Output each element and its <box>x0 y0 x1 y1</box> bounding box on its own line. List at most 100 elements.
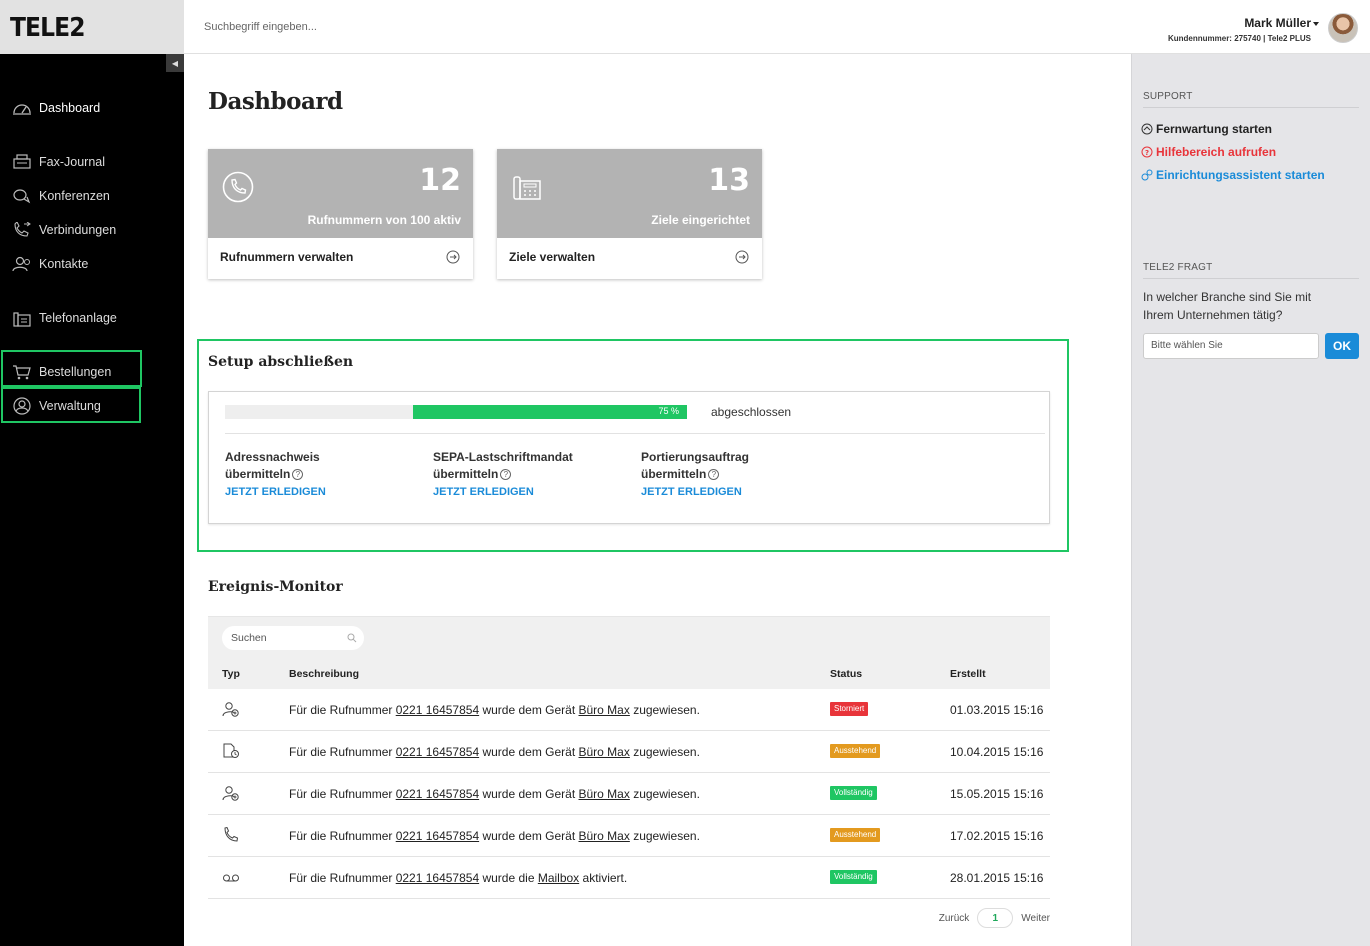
user-name[interactable]: Mark Müller <box>1244 16 1311 30</box>
arrow-circle-icon[interactable] <box>446 250 460 264</box>
pagination: Zurück 1 Weiter <box>939 908 1050 928</box>
phone-number-link[interactable]: 0221 16457854 <box>395 871 480 885</box>
table-row: Für die Rufnummer 0221 16457854 wurde di… <box>208 857 1050 899</box>
progress-status: abgeschlossen <box>711 405 792 419</box>
table-row: Für die Rufnummer 0221 16457854 wurde de… <box>208 773 1050 815</box>
help-icon[interactable]: ? <box>500 469 512 481</box>
support-link-label: Fernwartung starten <box>1156 122 1273 136</box>
ok-button[interactable]: OK <box>1325 333 1359 359</box>
task-portierung: Portierungsauftrag übermitteln? JETZT ERL… <box>641 449 821 498</box>
sidebar-item-dashboard[interactable]: Dashboard <box>0 93 184 123</box>
device-link[interactable]: Büro Max <box>578 787 630 801</box>
highlight-verwaltung <box>1 387 141 423</box>
row-date: 17.02.2015 15:16 <box>950 829 1044 843</box>
setup-title: Setup abschließen <box>208 354 354 370</box>
device-link[interactable]: Büro Max <box>578 745 630 759</box>
card-header: 13 Ziele eingerichtet <box>497 149 762 238</box>
connections-icon <box>11 221 33 239</box>
right-panel: SUPPORT Fernwartung starten ? Hilfeberei… <box>1131 54 1370 946</box>
global-search-input[interactable] <box>204 18 604 36</box>
task-title: Adressnachweis übermitteln? <box>225 449 405 483</box>
column-header-description[interactable]: Beschreibung <box>289 668 360 680</box>
sidebar-item-kontakte[interactable]: Kontakte <box>0 249 184 279</box>
user-circle-icon <box>11 397 33 415</box>
sidebar-item-verwaltung[interactable]: Verwaltung <box>0 391 184 421</box>
event-table: Typ Beschreibung Status Erstellt Für die… <box>208 616 1050 928</box>
phone-number-link[interactable]: 0221 16457854 <box>395 829 480 843</box>
branche-select[interactable]: Bitte wählen Sie <box>1143 333 1319 359</box>
support-link-wizard[interactable]: Einrichtungsassistent starten <box>1141 168 1325 182</box>
desc-text: Für die Rufnummer <box>289 703 396 717</box>
user-menu[interactable]: Mark Müller <box>1244 16 1319 30</box>
sidebar-item-label: Konferenzen <box>39 189 110 203</box>
divider <box>1143 278 1359 279</box>
logo-area: TELE2 <box>0 0 184 54</box>
phone-number-link[interactable]: 0221 16457854 <box>395 787 480 801</box>
avatar[interactable] <box>1328 13 1358 43</box>
sidebar-item-label: Fax-Journal <box>39 155 105 169</box>
desc-text: Für die Rufnummer <box>289 829 396 843</box>
column-header-status[interactable]: Status <box>830 668 863 680</box>
monitor-search-input[interactable] <box>222 626 364 650</box>
phone-number-link[interactable]: 0221 16457854 <box>395 745 480 759</box>
progress-label: 75 % <box>658 406 679 416</box>
support-link-help[interactable]: ? Hilfebereich aufrufen <box>1141 145 1276 159</box>
task-action-link[interactable]: JETZT ERLEDIGEN <box>433 486 534 498</box>
card-action-label[interactable]: Rufnummern verwalten <box>220 250 354 264</box>
card-ziele[interactable]: 13 Ziele eingerichtet Ziele verwalten <box>497 149 762 279</box>
sidebar-item-telefonanlage[interactable]: Telefonanlage <box>0 303 184 333</box>
pager-prev-button[interactable]: Zurück <box>938 912 970 924</box>
device-link[interactable]: Büro Max <box>578 829 630 843</box>
search-icon[interactable] <box>347 633 357 643</box>
row-date: 15.05.2015 15:16 <box>950 787 1044 801</box>
desc-text: wurde die <box>479 871 538 885</box>
help-icon: ? <box>1141 146 1153 158</box>
column-header-created[interactable]: Erstellt <box>950 668 986 680</box>
table-row: Für die Rufnummer 0221 16457854 wurde de… <box>208 815 1050 857</box>
status-badge: Storniert <box>830 702 869 716</box>
arrow-circle-icon[interactable] <box>735 250 749 264</box>
status-badge: Vollständig <box>830 870 877 884</box>
caret-down-icon[interactable] <box>1313 21 1319 26</box>
pager-next-button[interactable]: Weiter <box>1021 912 1050 924</box>
phone-number-link[interactable]: 0221 16457854 <box>395 703 480 717</box>
table-header: Typ Beschreibung Status Erstellt <box>208 616 1050 689</box>
help-icon[interactable]: ? <box>708 469 720 481</box>
task-action-link[interactable]: JETZT ERLEDIGEN <box>641 486 742 498</box>
collapse-sidebar-button[interactable]: ◀ <box>166 54 184 72</box>
page-title: Dashboard <box>208 88 343 115</box>
task-action-link[interactable]: JETZT ERLEDIGEN <box>225 486 326 498</box>
device-link[interactable]: Büro Max <box>578 703 630 717</box>
desc-text: zugewiesen. <box>629 745 700 759</box>
progress-fill: 75 % <box>413 405 687 419</box>
sidebar-item-konferenzen[interactable]: Konferenzen <box>0 181 184 211</box>
top-bar: Mark Müller Kundennummer: 275740 | Tele2… <box>184 0 1370 54</box>
sidebar-item-fax-journal[interactable]: Fax-Journal <box>0 147 184 177</box>
sidebar-item-verbindungen[interactable]: Verbindungen <box>0 215 184 245</box>
task-title-line2: übermitteln <box>641 467 707 481</box>
card-action-label[interactable]: Ziele verwalten <box>509 250 596 264</box>
conference-icon <box>11 187 33 205</box>
sidebar-item-label: Verbindungen <box>39 223 117 237</box>
support-heading: SUPPORT <box>1143 91 1193 102</box>
table-row: Für die Rufnummer 0221 16457854 wurde de… <box>208 689 1050 731</box>
speedometer-icon <box>11 99 33 117</box>
help-icon[interactable]: ? <box>292 469 304 481</box>
task-title-line1: Adressnachweis <box>225 450 320 464</box>
card-rufnummern[interactable]: 12 Rufnummern von 100 aktiv Rufnummern v… <box>208 149 473 279</box>
table-row: Für die Rufnummer 0221 16457854 wurde de… <box>208 731 1050 773</box>
task-title: SEPA-Lastschriftmandat übermitteln? <box>433 449 613 483</box>
row-description: Für die Rufnummer 0221 16457854 wurde de… <box>289 745 700 759</box>
support-link-remote[interactable]: Fernwartung starten <box>1141 122 1272 136</box>
column-header-type[interactable]: Typ <box>222 668 240 680</box>
row-description: Für die Rufnummer 0221 16457854 wurde de… <box>289 703 700 717</box>
sidebar-item-bestellungen[interactable]: Bestellungen <box>0 357 184 387</box>
sidebar-item-label: Telefonanlage <box>39 311 117 325</box>
sidebar-item-label: Verwaltung <box>39 399 101 413</box>
task-adressnachweis: Adressnachweis übermitteln? JETZT ERLEDIG… <box>225 449 405 498</box>
tele2-logo[interactable]: TELE2 <box>10 13 86 43</box>
task-title-line2: übermitteln <box>225 467 291 481</box>
device-link[interactable]: Mailbox <box>537 871 580 885</box>
pager-current-page[interactable]: 1 <box>977 908 1014 928</box>
desc-text: zugewiesen. <box>629 787 700 801</box>
